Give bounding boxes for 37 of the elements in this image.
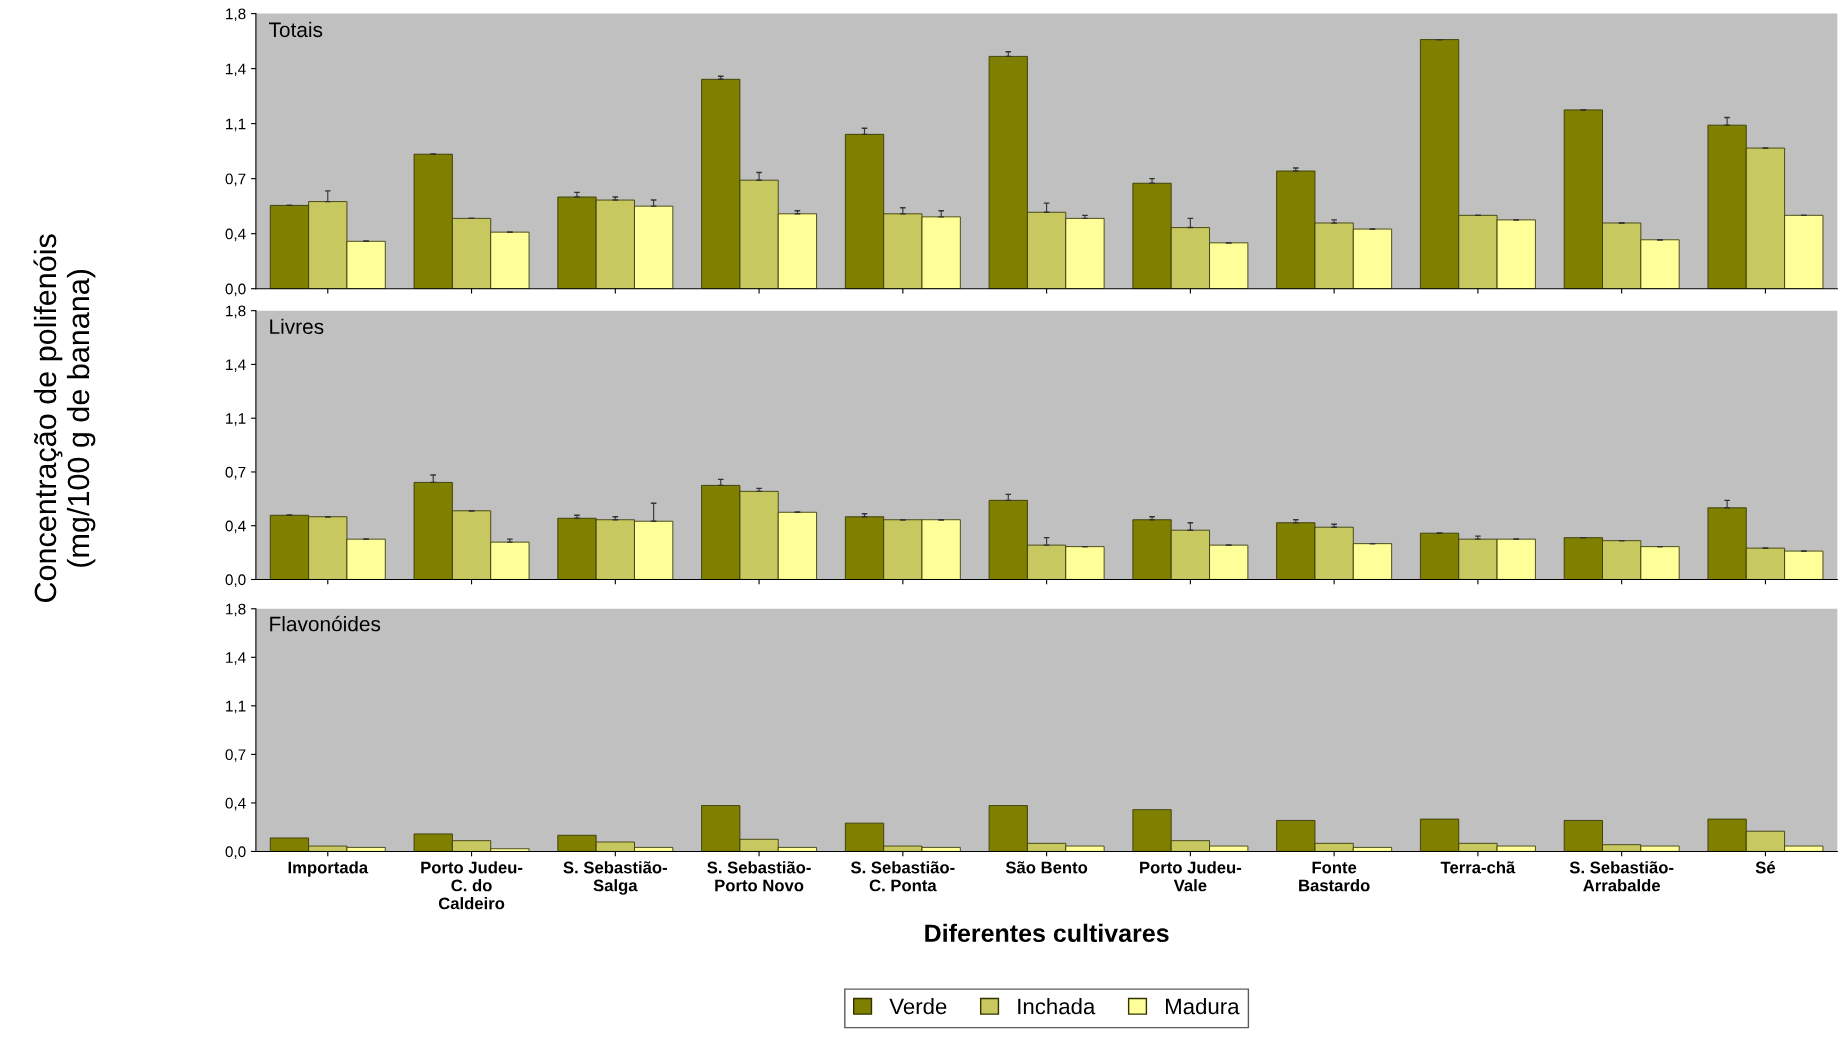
x-tick-label: Fonte Bastardo: [1299, 861, 1370, 892]
x-tick-label: S. Sebastião- Salga: [563, 861, 667, 895]
x-axis-title: Diferentes cultivares: [925, 923, 1169, 943]
y-tick-label: 1,8: [226, 305, 246, 319]
y-tick-label: 0,7: [225, 749, 246, 762]
x-tick-label: S. Sebastião- Arrabalde: [1569, 861, 1674, 892]
y-tick-label: 1,4: [226, 652, 246, 665]
x-tick-label: S. Sebastião- C. Ponta: [850, 861, 955, 892]
y-tick-label: 0,4: [225, 520, 246, 534]
y-tick-label: 1,1: [226, 118, 246, 132]
x-tick-label: Importada: [288, 861, 369, 877]
y-tick-label: 1,8: [226, 603, 246, 617]
legend-label: Verde: [889, 998, 947, 1015]
y-tick-label: 0,4: [225, 797, 246, 811]
y-tick-label: 1,8: [226, 8, 246, 22]
legend-label: Inchada: [1018, 998, 1096, 1015]
x-tick-label: São Bento: [1005, 861, 1088, 874]
x-tick-label: S. Sebastião- Porto Novo: [707, 861, 811, 892]
y-tick-label: 0,0: [225, 574, 246, 587]
y-tick-label: 0,7: [225, 173, 246, 187]
legend-label: Madura: [1166, 998, 1240, 1015]
y-tick-label: 0,4: [225, 228, 246, 242]
y-tick-label: 1,4: [226, 359, 246, 372]
x-tick-label: Sé: [1755, 861, 1776, 874]
y-tick-label: 0,7: [225, 466, 246, 480]
x-tick-label: Porto Judeu- Vale: [1140, 861, 1242, 892]
chart-title: Livres: [270, 318, 324, 335]
y-tick-label: 1,1: [226, 413, 246, 426]
y-axis-title: Concentração de polifenóis (mg/100 g de banana): [33, 234, 96, 602]
chart-title: Flavonóides: [270, 615, 381, 632]
y-tick-label: 0,0: [225, 846, 246, 859]
x-tick-label: Terra-chã: [1440, 861, 1516, 874]
y-tick-label: 1,4: [226, 63, 246, 77]
y-tick-label: 0,0: [225, 283, 246, 297]
chart-title: Totais: [269, 21, 323, 38]
x-tick-label: Porto Judeu- C. do Caldeiro: [421, 861, 523, 910]
y-tick-label: 1,1: [226, 700, 246, 714]
